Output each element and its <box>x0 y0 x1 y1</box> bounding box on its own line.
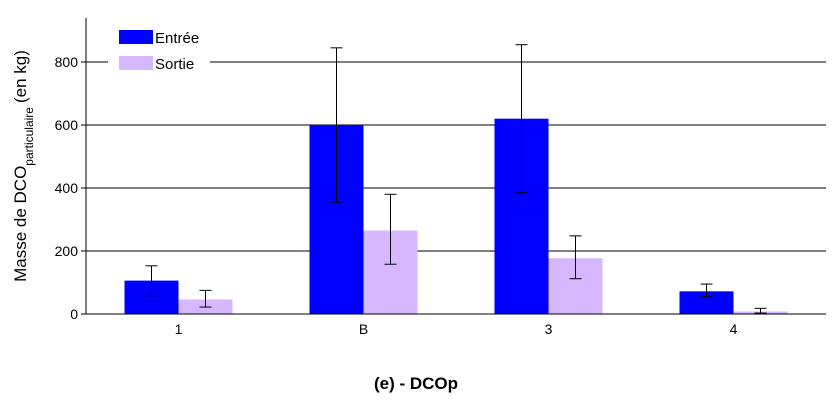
x-tick-label: 4 <box>730 321 738 337</box>
y-tick-label: 0 <box>70 306 78 322</box>
y-tick-label: 400 <box>55 180 79 196</box>
y-tick-label: 600 <box>55 117 79 133</box>
y-axis-label-unit: (en kg) <box>11 50 30 103</box>
x-ticks: 1 B 3 4 <box>175 321 738 337</box>
x-tick-label: 1 <box>175 321 183 337</box>
legend-swatch-entree <box>119 30 153 44</box>
x-tick-label: B <box>359 321 368 337</box>
legend-label-sortie: Sortie <box>155 56 194 73</box>
legend-label-entree: Entrée <box>155 30 199 47</box>
y-axis-label-main: Masse de DCO <box>11 166 30 282</box>
y-tick-label: 800 <box>55 54 79 70</box>
legend-swatch-sortie <box>119 56 153 70</box>
y-tick-label: 200 <box>55 243 79 259</box>
x-tick-label: 3 <box>545 321 553 337</box>
legend: Entrée Sortie <box>108 20 210 76</box>
error-bars <box>145 44 767 314</box>
figure-caption: (e) - DCOp <box>373 374 459 393</box>
grid-lines <box>86 61 826 252</box>
y-axis-label: Masse de DCOparticulaire (en kg) <box>11 50 36 282</box>
bar-entree <box>679 291 734 314</box>
bars <box>124 118 788 314</box>
axes <box>85 18 826 315</box>
y-ticks: 0 200 400 600 800 <box>55 54 86 322</box>
y-axis-label-sub: particulaire <box>22 107 36 166</box>
